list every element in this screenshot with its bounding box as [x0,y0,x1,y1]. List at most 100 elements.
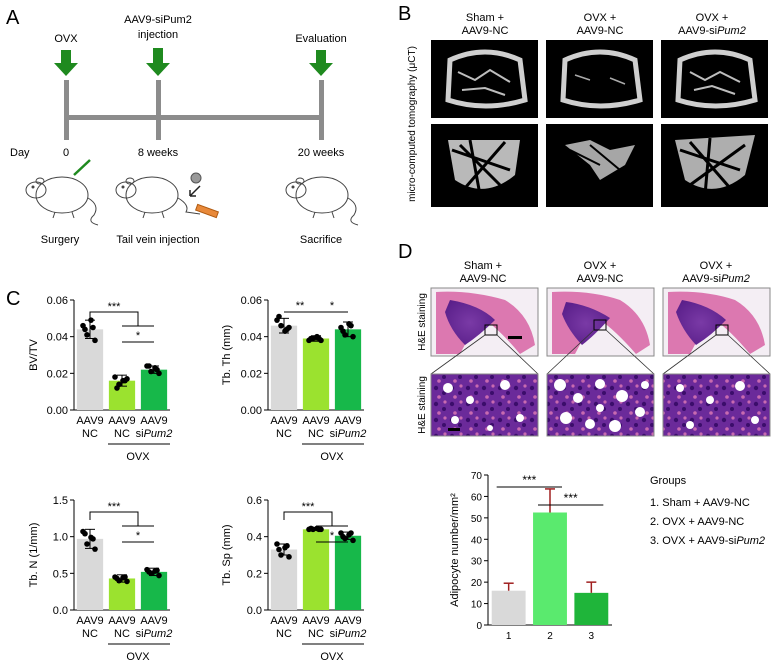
he-header-ovx-si: OVX + [700,260,733,272]
x-tick-label: AAV9 [302,615,329,627]
y-tick-label: 60 [471,492,483,503]
y-tick-label: 0.6 [247,495,262,507]
x-tick-label: NC [276,628,292,640]
bar [108,578,136,610]
data-point [348,530,354,536]
y-tick-label: 0.06 [47,295,68,307]
he-header-sham: AAV9-NC [460,273,507,285]
he-header-ovx-nc: AAV9-NC [577,273,624,285]
timeline-tick [156,80,161,140]
y-tick-label: 0.04 [241,332,262,344]
micro-ct-side-label: micro-computed tomography (μCT) [407,46,418,202]
data-point [90,324,96,331]
data-point [146,569,152,575]
data-point [122,377,128,384]
day-8-weeks: 8 weeks [138,147,179,159]
data-point [276,313,282,320]
event-label-evaluation: Evaluation [295,33,346,45]
significance-bracket [89,311,139,326]
x-tick-label: AAV9 [302,415,329,427]
ct-image-sham-top [431,40,538,118]
event-label-injection: injection [138,29,178,41]
x-tick-label: AAV9 [76,415,103,427]
x-tick-label: siPum2 [330,628,367,640]
x-tick-label: 2 [547,631,553,642]
data-point [88,317,94,323]
x-tick-label: NC [82,428,98,440]
y-tick-label: 70 [471,471,483,482]
data-point [286,554,292,560]
day-0: 0 [63,147,69,159]
data-point [348,322,354,329]
significance-label: * [330,530,335,542]
x-tick-label: AAV9 [108,415,135,427]
procedure-surgery: Surgery [41,234,80,246]
y-tick-label: 0.0 [53,605,68,617]
x-tick-label: AAV9 [270,615,297,627]
data-point [276,546,282,553]
x-tick-label: AAV9 [76,615,103,627]
procedure-sacrifice: Sacrifice [300,234,342,246]
mouse-sacrifice-icon [285,176,359,226]
data-point [146,363,152,369]
x-tick-label: NC [308,428,324,440]
ovx-group-label: OVX [320,651,344,663]
ct-header-sham: Sham + [466,12,504,24]
ct-image-ovx-nc-top [546,40,653,118]
data-point [308,335,314,342]
x-tick-label: AAV9 [270,415,297,427]
chart-tbsp: 0.00.20.40.6Tb. Sp (mm)AAV9NCAAV9NCAAV9s… [221,495,366,663]
ct-image-ovx-si-top [661,40,768,118]
y-tick-label: 0.2 [247,568,262,580]
chart-tbn: 0.00.51.01.5Tb. N (1/mm)AAV9NCAAV9NCAAV9… [28,495,172,663]
data-point [122,574,128,580]
data-point [284,543,290,549]
ovx-group-label: OVX [320,451,344,463]
x-tick-label: siPum2 [136,628,173,640]
significance-label: * [136,330,141,342]
data-point [278,322,284,329]
he-highmag-sham [430,373,539,437]
x-tick-label: NC [114,428,130,440]
panel-letter-d: D [398,241,412,263]
he-highmag-ovx-nc [546,373,655,437]
y-tick-label: 0.02 [241,368,262,380]
data-point [84,541,90,547]
he-lowmag-ovx-nc [546,287,655,357]
bar [302,338,330,410]
procedure-tail-vein: Tail vein injection [116,234,199,246]
data-point [274,541,280,547]
bar [491,590,526,625]
data-point [316,335,322,342]
chart-bvtv: 0.000.020.040.06BV/TVAAV9NCAAV9NCAAV9siP… [28,295,172,463]
data-point [284,326,290,333]
x-tick-label: AAV9 [334,615,361,627]
panel-letter-a: A [6,7,20,29]
ct-header-ovx-nc: OVX + [584,12,617,24]
data-point [308,525,314,532]
y-tick-label: 10 [471,600,483,611]
y-tick-label: 1.5 [53,495,68,507]
data-point [316,526,322,533]
y-tick-label: 0.04 [47,332,68,344]
data-point [114,575,120,582]
panel-letter-b: B [398,3,411,25]
x-tick-label: NC [308,628,324,640]
timeline-bar [64,115,324,120]
bar [334,535,362,610]
data-point [114,385,120,391]
significance-bracket [283,511,333,526]
groups-legend-item: 3. OVX + AAV9-siPum2 [650,535,765,547]
ct-header-sham: AAV9-NC [462,25,509,37]
bar [140,369,168,410]
event-label-ovx: OVX [54,33,78,45]
x-tick-label: NC [114,628,130,640]
he-highmag-ovx-si [662,373,771,437]
y-tick-label: 1.0 [53,532,68,544]
green-arrow-icon [54,50,78,76]
x-tick-label: siPum2 [330,428,367,440]
x-tick-label: 1 [506,631,512,642]
data-point [156,572,162,579]
data-point [350,537,356,544]
timeline-panel: OVX AAV9-siPum2 injection Evaluation Day… [10,14,359,246]
